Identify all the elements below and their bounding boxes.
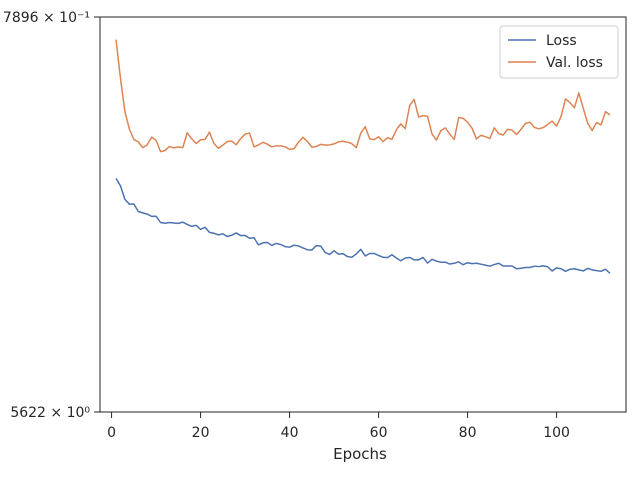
x-axis: 0 20 40 60 80 100	[107, 412, 570, 441]
series-line-1	[115, 39, 611, 153]
x-tick-label: 60	[370, 425, 388, 441]
legend-box	[499, 25, 619, 79]
legend: Loss Val. loss	[499, 25, 619, 79]
legend-label: Val. loss	[546, 55, 603, 71]
x-tick-label: 100	[543, 425, 570, 441]
x-tick-label: 80	[459, 425, 477, 441]
y-axis: 7896 × 10⁻¹ 5622 × 10⁰	[3, 10, 100, 421]
x-tick-label: 0	[107, 425, 116, 441]
y-tick-label: 5622 × 10⁰	[10, 405, 90, 421]
series-line-0	[115, 177, 611, 274]
x-axis-label: Epochs	[333, 445, 387, 463]
legend-label: Loss	[546, 33, 577, 49]
x-tick-label: 20	[192, 425, 210, 441]
x-tick-label: 40	[281, 425, 299, 441]
plot-area	[100, 17, 626, 412]
series-layer	[115, 39, 611, 274]
plot-frame	[99, 16, 627, 413]
y-tick-label: 7896 × 10⁻¹	[3, 10, 90, 26]
